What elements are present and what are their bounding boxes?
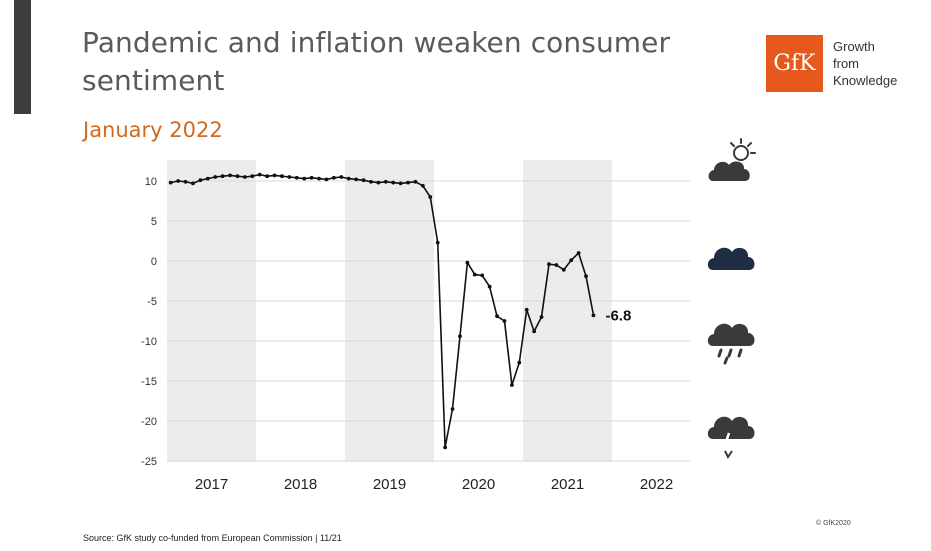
- y-tick-label: 0: [151, 256, 157, 268]
- data-point: [465, 260, 470, 265]
- page-subtitle: January 2022: [83, 118, 223, 142]
- y-tick-label: -15: [141, 376, 157, 388]
- data-point: [524, 307, 529, 312]
- grid-lines: [167, 180, 690, 462]
- data-point: [176, 179, 181, 183]
- tagline-line-1: Growth: [833, 39, 875, 54]
- data-point: [561, 267, 566, 272]
- data-point: [398, 181, 403, 186]
- copyright-note: © GfK2020: [816, 520, 851, 527]
- data-point: [317, 176, 321, 181]
- y-tick-label: 10: [145, 176, 157, 188]
- data-point: [198, 178, 203, 183]
- x-tick-label: 2021: [551, 476, 584, 493]
- series-line: [170, 173, 595, 449]
- x-tick-label: 2019: [373, 476, 406, 493]
- data-point: [191, 181, 195, 186]
- data-point: [220, 174, 225, 179]
- data-point: [458, 334, 462, 339]
- x-tick-label: 2020: [462, 476, 495, 493]
- data-point: [428, 195, 433, 199]
- data-point: [183, 179, 188, 184]
- data-point: [242, 175, 247, 179]
- data-point: [406, 180, 410, 185]
- year-band-2021: [523, 160, 612, 462]
- y-tick-label: -10: [141, 336, 157, 348]
- data-point: [391, 180, 396, 185]
- data-point: [294, 175, 299, 180]
- data-point: [257, 172, 262, 177]
- source-note: Source: GfK study co-funded from Europea…: [83, 533, 342, 543]
- x-axis-ticks: 2017 2018 2019 2020 2021 2022: [195, 476, 673, 493]
- year-band-2017: [167, 160, 256, 462]
- y-tick-label: 5: [151, 216, 157, 228]
- data-point: [487, 284, 492, 289]
- rain-cloud-icon: [707, 323, 755, 365]
- tagline-line-3: Knowledge: [833, 73, 898, 88]
- data-point: [265, 174, 270, 179]
- data-point: [361, 178, 366, 183]
- sun-behind-cloud-icon: [708, 138, 756, 181]
- data-point: [346, 176, 351, 181]
- data-point: [576, 251, 581, 255]
- data-point: [532, 329, 537, 334]
- year-band-2019: [345, 160, 434, 462]
- data-point: [213, 175, 218, 179]
- data-point: [376, 180, 381, 185]
- data-point: [539, 315, 544, 319]
- data-point: [168, 180, 173, 185]
- data-point: [324, 177, 329, 182]
- series-points: [168, 172, 596, 450]
- data-point: [554, 263, 559, 267]
- gfk-logo: GfK: [766, 35, 823, 92]
- tagline-line-2: from: [833, 56, 859, 71]
- y-axis-ticks: 10 5 0 -5 -10 -15 -20 -25: [141, 176, 157, 468]
- logo-tagline: Growth from Knowledge: [833, 38, 897, 89]
- data-point: [472, 272, 477, 277]
- data-point: [369, 179, 373, 184]
- y-tick-label: -25: [141, 456, 157, 468]
- data-point: [383, 179, 388, 184]
- x-tick-label: 2022: [640, 476, 673, 493]
- data-point: [435, 240, 440, 245]
- thunderstorm-cloud-icon: [707, 416, 755, 459]
- data-point: [547, 262, 551, 267]
- data-point: [495, 314, 499, 319]
- accent-bar: [14, 0, 31, 114]
- data-point: [354, 177, 359, 182]
- data-point: [480, 273, 485, 278]
- title-line-1: Pandemic and inflation weaken consumer: [82, 26, 671, 59]
- data-point: [272, 173, 277, 178]
- data-point: [287, 175, 292, 179]
- data-point: [280, 174, 284, 179]
- cloud-icon: [707, 247, 755, 270]
- data-point: [584, 274, 588, 279]
- y-tick-label: -20: [141, 416, 157, 428]
- data-point: [331, 175, 336, 180]
- data-point: [228, 173, 232, 178]
- data-point: [450, 407, 455, 411]
- data-point: [517, 360, 522, 365]
- data-point: [250, 174, 255, 179]
- data-point: [443, 445, 448, 450]
- y-tick-label: -5: [147, 296, 157, 308]
- year-bands: [167, 160, 612, 462]
- data-point: [509, 383, 514, 387]
- title-line-2: sentiment: [82, 64, 225, 97]
- data-point: [235, 174, 240, 179]
- x-tick-label: 2018: [284, 476, 317, 493]
- data-point: [339, 175, 344, 179]
- data-point: [569, 258, 574, 263]
- data-point: [413, 179, 418, 184]
- data-point: [302, 176, 307, 181]
- data-point: [502, 319, 507, 323]
- page-title: Pandemic and inflation weaken consumer s…: [82, 24, 682, 100]
- data-point: [309, 175, 314, 180]
- data-point: [591, 313, 596, 318]
- final-value-label: -6.8: [605, 307, 631, 324]
- data-point: [205, 176, 210, 181]
- x-tick-label: 2017: [195, 476, 228, 493]
- data-point: [420, 183, 425, 188]
